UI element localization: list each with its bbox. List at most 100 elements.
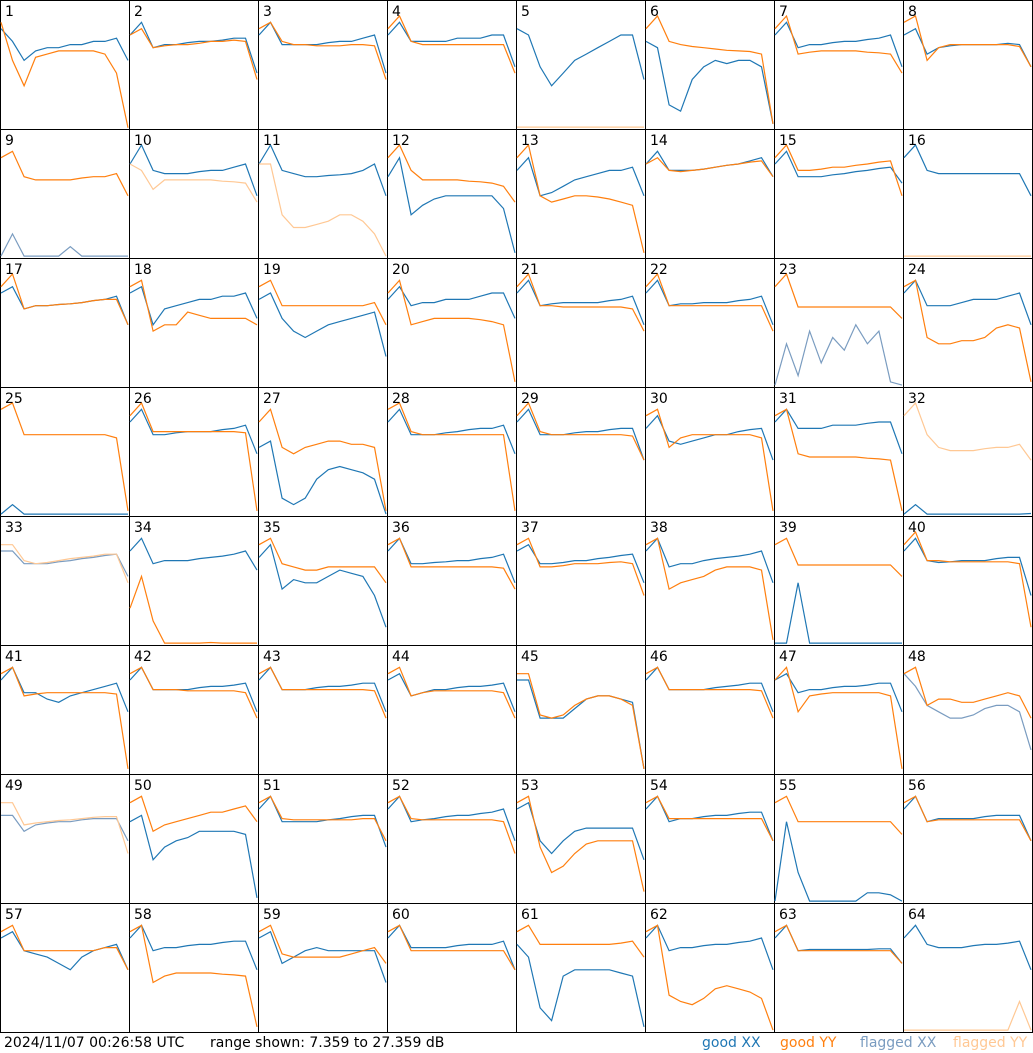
panel-title: 5 [521, 4, 530, 20]
spectrum-line [645, 408, 774, 511]
panel-title: 58 [134, 907, 152, 923]
spectrum-line [258, 537, 387, 584]
panel-title: 51 [263, 778, 281, 794]
panel-title: 17 [5, 262, 23, 278]
panel-title: 52 [392, 778, 410, 794]
spectrum-line [258, 440, 387, 515]
spectrum-line [774, 795, 903, 835]
panel-title: 4 [392, 4, 401, 20]
panel-title: 16 [908, 133, 926, 149]
spectrum-line [775, 582, 902, 644]
panel-title: 50 [134, 778, 152, 794]
spectrum-line [903, 143, 1032, 197]
panel-title: 20 [392, 262, 410, 278]
panel-title: 61 [521, 907, 539, 923]
spectrum-line [903, 673, 1032, 751]
spectrum-line [904, 999, 1032, 1031]
spectrum-line [258, 924, 387, 964]
panel-title: 55 [779, 778, 797, 794]
panel-title: 57 [5, 907, 23, 923]
spectrum-line [645, 40, 774, 125]
spectrum-line [387, 537, 516, 590]
spectrum-line [258, 143, 387, 197]
panel-title: 8 [908, 4, 917, 20]
panel-title: 23 [779, 262, 797, 278]
panel-title: 46 [650, 649, 668, 665]
spectrum-line [387, 795, 516, 854]
spectrum-line [0, 272, 129, 326]
panel-title: 63 [779, 907, 797, 923]
panel-title: 24 [908, 262, 926, 278]
panel-title: 33 [5, 520, 23, 536]
spectrum-line [387, 279, 516, 383]
spectrum-line [129, 574, 257, 644]
range-label: range shown: 7.359 to 27.359 dB [210, 1035, 444, 1051]
spectrum-line [387, 408, 516, 455]
legend-entry: flagged YY [953, 1035, 1028, 1051]
spectrum-line [903, 666, 1032, 719]
spectrum-line [903, 279, 1032, 326]
spectrum-line [516, 924, 645, 958]
spectrum-line [645, 795, 774, 842]
spectrum-line [774, 666, 903, 769]
panel-title: 47 [779, 649, 797, 665]
spectrum-line [258, 666, 387, 719]
spectrum-line [0, 924, 129, 971]
spectrum-line [129, 666, 258, 719]
panel-title: 32 [908, 391, 926, 407]
panel-title: 27 [263, 391, 281, 407]
spectrum-line [387, 924, 516, 971]
legend-entry: good XX [702, 1035, 761, 1051]
spectrum-line [387, 795, 516, 842]
panel-title: 30 [650, 391, 668, 407]
panel-title: 53 [521, 778, 539, 794]
spectrum-line [1, 814, 129, 842]
spectrum-line [0, 402, 129, 511]
panel-title: 13 [521, 133, 539, 149]
spectrum-line [516, 795, 645, 892]
spectrum-line [516, 543, 645, 584]
panel-title: 15 [779, 133, 797, 149]
spectrum-line [387, 666, 516, 719]
panel-title: 7 [779, 4, 788, 20]
timestamp: 2024/11/07 00:26:58 UTC [4, 1035, 184, 1051]
spectrum-line [129, 924, 258, 971]
panel-title: 48 [908, 649, 926, 665]
spectrum-line [774, 924, 903, 964]
spectrum-line [516, 143, 645, 254]
panel-title: 45 [521, 649, 539, 665]
panel-title: 10 [134, 133, 152, 149]
spectrum-line [387, 14, 516, 74]
spectrum-line [774, 408, 903, 512]
panel-title: 29 [521, 391, 539, 407]
spectrum-line [645, 537, 774, 640]
spectrum-line [903, 795, 1032, 842]
panel-title: 54 [650, 778, 668, 794]
spectrum-line [129, 924, 258, 1028]
spectrum-line [387, 156, 516, 254]
spectrum-line [387, 924, 516, 971]
spectrum-line [0, 666, 129, 713]
spectrum-line [774, 143, 903, 196]
spectrum-line [129, 163, 258, 203]
legend-entry: flagged XX [860, 1035, 937, 1051]
spectrum-line [258, 795, 387, 842]
panel-title: 64 [908, 907, 926, 923]
spectrum-line [129, 285, 258, 327]
panel-title: 44 [392, 649, 410, 665]
spectrum-line [258, 292, 387, 357]
panel-title: 49 [5, 778, 23, 794]
panel-title: 43 [263, 649, 281, 665]
spectrum-line [0, 28, 129, 62]
spectrum-line [0, 150, 129, 197]
panel-title: 34 [134, 520, 152, 536]
spectrum-line [0, 666, 129, 769]
spectrum-line [129, 537, 258, 571]
panel-title: 25 [5, 391, 23, 407]
spectrum-line [517, 673, 645, 770]
spectrum-line [258, 21, 387, 80]
spectrum-line [129, 814, 258, 899]
spectrum-line [516, 28, 645, 87]
spectrum-line [645, 924, 774, 1031]
panel-title: 3 [263, 4, 272, 20]
